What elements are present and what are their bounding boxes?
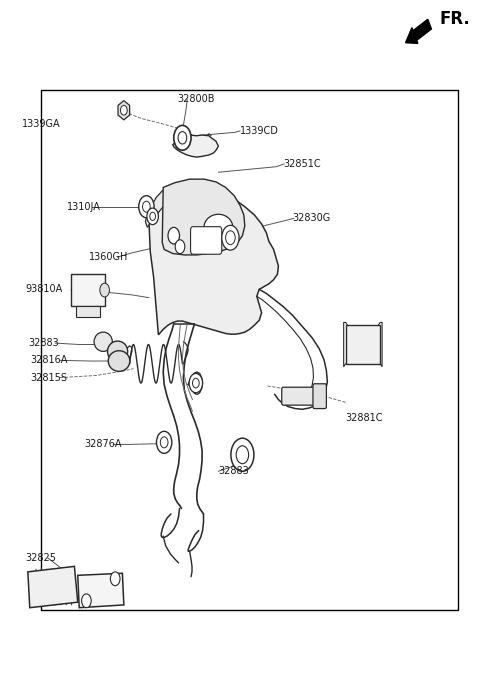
Polygon shape bbox=[28, 566, 78, 608]
Polygon shape bbox=[78, 573, 124, 608]
Text: FR.: FR. bbox=[439, 10, 470, 28]
Text: 1339GA: 1339GA bbox=[22, 119, 60, 129]
FancyBboxPatch shape bbox=[282, 387, 317, 405]
Circle shape bbox=[174, 125, 191, 150]
Text: 1339CD: 1339CD bbox=[240, 126, 279, 136]
Circle shape bbox=[82, 594, 91, 608]
Circle shape bbox=[189, 373, 203, 393]
Polygon shape bbox=[145, 186, 173, 227]
Polygon shape bbox=[71, 274, 105, 306]
Circle shape bbox=[147, 208, 158, 225]
Polygon shape bbox=[149, 186, 278, 335]
Text: 1360GH: 1360GH bbox=[89, 252, 128, 262]
Circle shape bbox=[160, 437, 168, 448]
Polygon shape bbox=[162, 179, 245, 255]
Text: 1310JA: 1310JA bbox=[67, 202, 101, 212]
Text: 32815S: 32815S bbox=[30, 373, 67, 382]
Text: 32883: 32883 bbox=[218, 466, 249, 476]
Circle shape bbox=[156, 431, 172, 453]
Circle shape bbox=[100, 283, 109, 297]
Circle shape bbox=[192, 378, 199, 388]
Ellipse shape bbox=[108, 351, 130, 371]
Text: 32800B: 32800B bbox=[178, 94, 215, 103]
FancyBboxPatch shape bbox=[191, 227, 222, 254]
Circle shape bbox=[120, 105, 127, 115]
Polygon shape bbox=[118, 101, 130, 120]
Text: 32881C: 32881C bbox=[346, 413, 383, 423]
Text: 32830G: 32830G bbox=[293, 214, 331, 223]
Ellipse shape bbox=[108, 341, 128, 362]
Circle shape bbox=[139, 196, 154, 218]
FancyBboxPatch shape bbox=[313, 384, 326, 409]
Text: 32851C: 32851C bbox=[283, 159, 321, 169]
Ellipse shape bbox=[204, 214, 233, 240]
Bar bbox=[41, 90, 458, 610]
Text: 93810A: 93810A bbox=[25, 285, 62, 294]
Circle shape bbox=[143, 201, 150, 212]
Text: 32876A: 32876A bbox=[84, 440, 121, 449]
Text: 32825: 32825 bbox=[25, 553, 56, 563]
Circle shape bbox=[226, 231, 235, 245]
Circle shape bbox=[231, 438, 254, 471]
Text: 32883: 32883 bbox=[28, 338, 59, 348]
Circle shape bbox=[110, 572, 120, 586]
Circle shape bbox=[150, 212, 156, 220]
Polygon shape bbox=[76, 306, 100, 317]
Circle shape bbox=[175, 240, 185, 254]
Ellipse shape bbox=[94, 332, 112, 351]
FancyArrow shape bbox=[406, 19, 432, 43]
Circle shape bbox=[236, 446, 249, 464]
Circle shape bbox=[222, 225, 239, 250]
Circle shape bbox=[168, 227, 180, 244]
Text: 32816A: 32816A bbox=[30, 356, 68, 365]
Circle shape bbox=[178, 132, 187, 144]
Polygon shape bbox=[346, 325, 380, 364]
Polygon shape bbox=[173, 134, 218, 157]
